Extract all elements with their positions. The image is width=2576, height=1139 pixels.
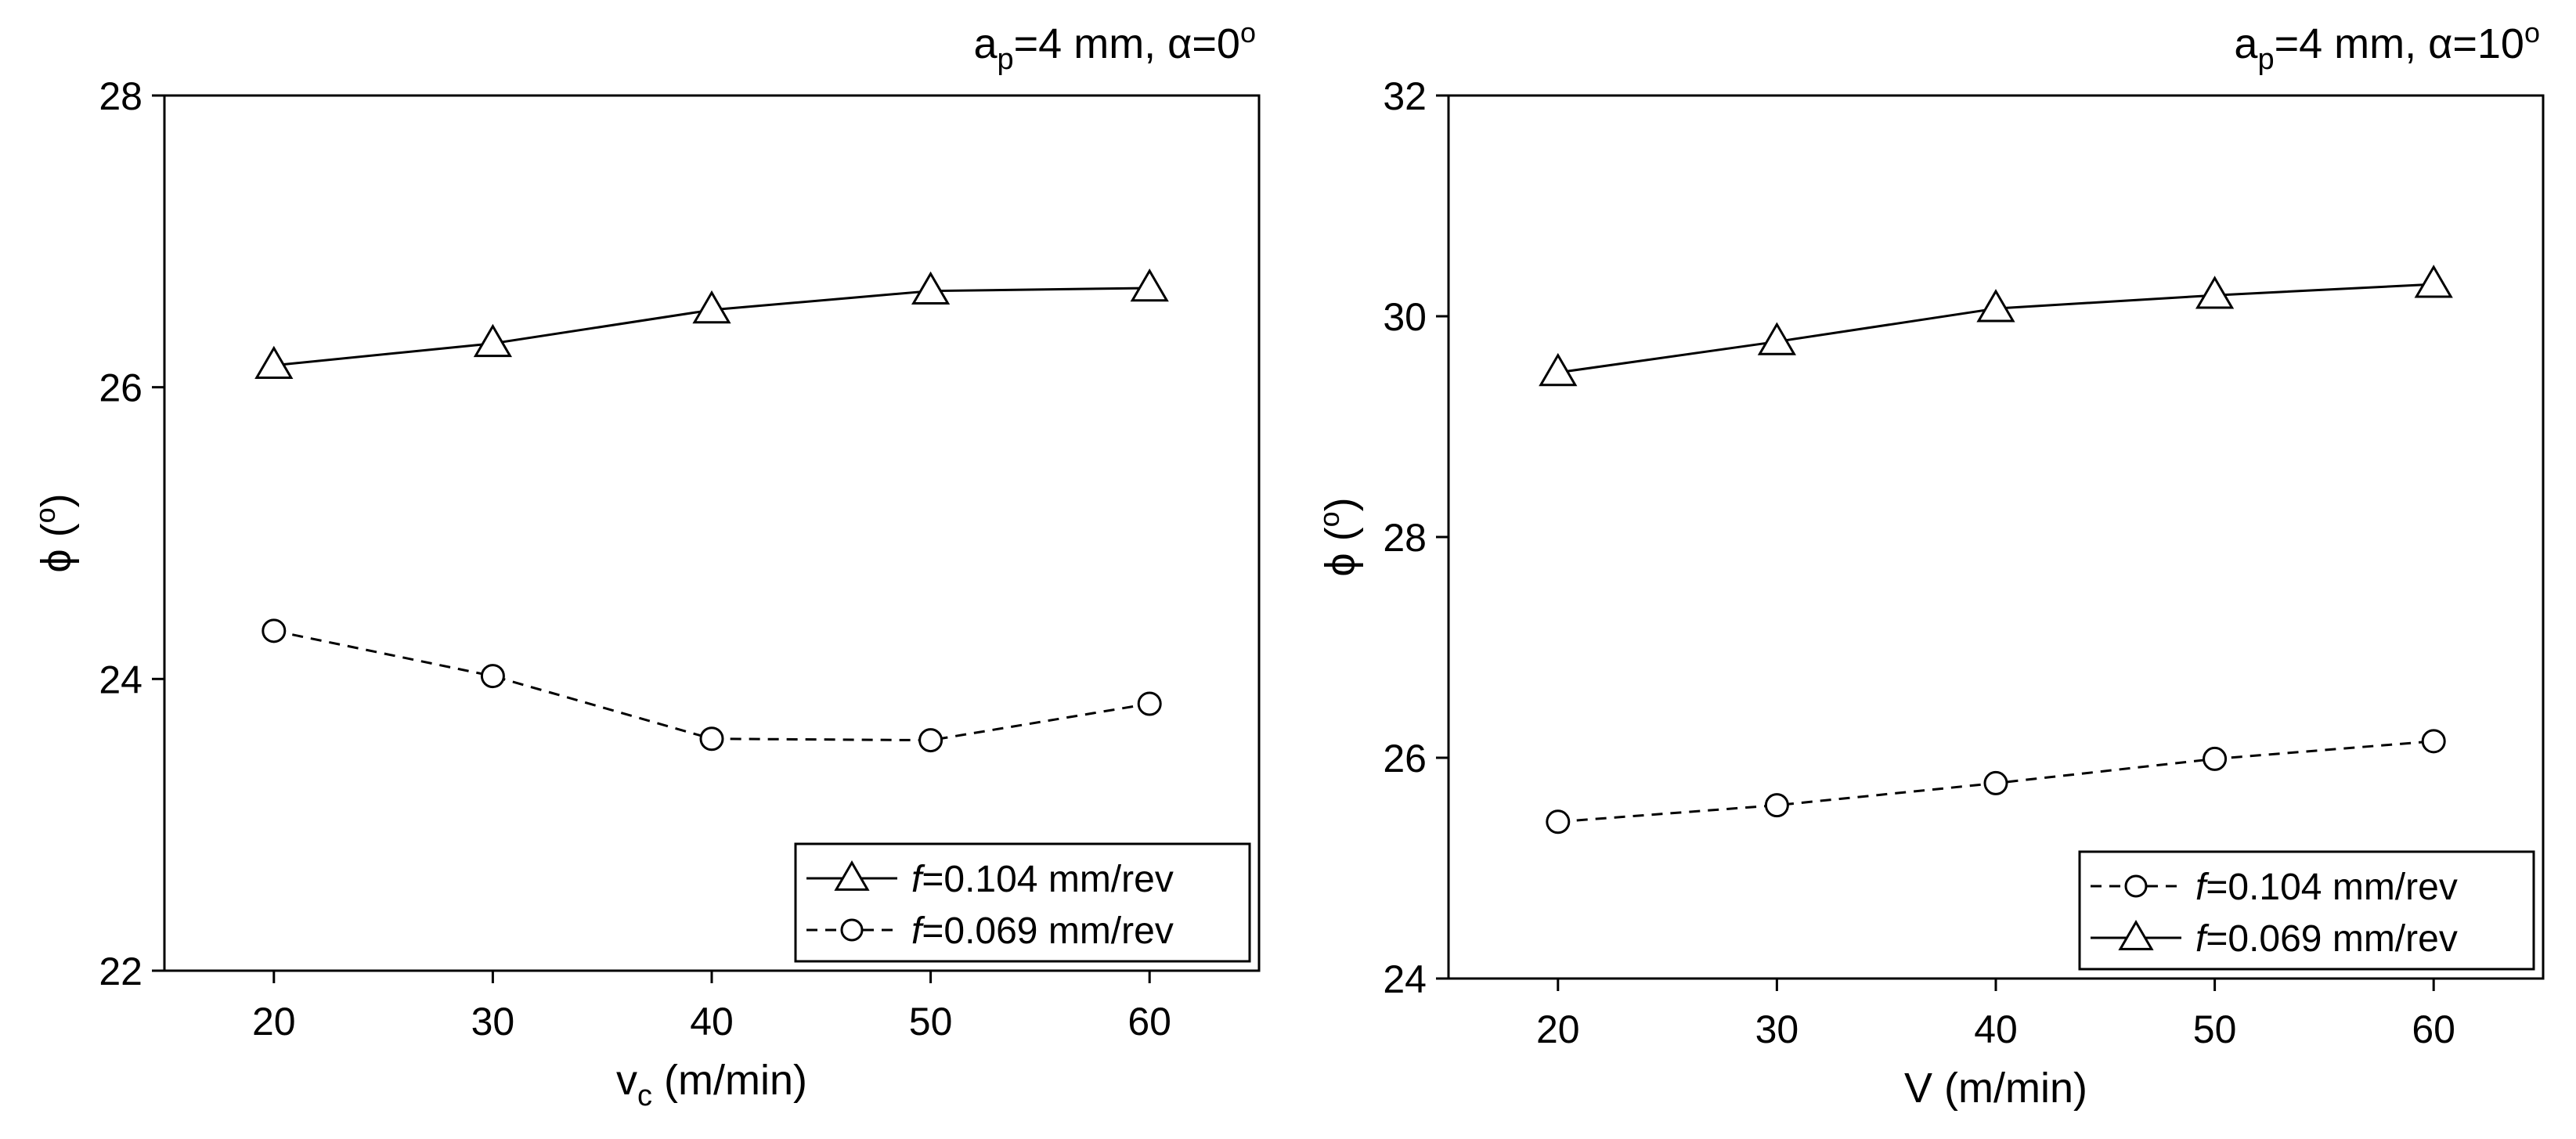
y-tick-label: 30 <box>1383 295 1427 339</box>
triangle-marker <box>2195 276 2235 309</box>
circle-marker <box>1764 793 1789 818</box>
y-tick-label: 24 <box>99 658 143 701</box>
y-tick-label: 32 <box>1383 74 1427 118</box>
legend-label: f=0.069 mm/rev <box>911 910 1174 952</box>
plot-title: ap=4 mm, α=0o <box>973 16 1256 76</box>
x-axis-title: vc (m/min) <box>616 1057 807 1112</box>
x-tick-label: 20 <box>1536 1007 1580 1051</box>
x-tick-label: 60 <box>2412 1007 2455 1051</box>
circle-marker <box>2421 729 2446 754</box>
legend-triangle-marker <box>2118 920 2154 950</box>
x-tick-label: 30 <box>471 1000 515 1043</box>
triangle-marker <box>1976 289 2015 323</box>
circle-marker <box>1137 691 1162 716</box>
series-1 <box>1539 265 2453 387</box>
triangle-marker <box>1757 322 1797 355</box>
y-tick-label: 26 <box>99 366 143 410</box>
x-tick-label: 40 <box>1974 1007 2018 1051</box>
legend-label: f=0.104 mm/rev <box>911 859 1174 900</box>
legend-circle-marker <box>2124 874 2148 898</box>
x-tick-label: 40 <box>690 1000 734 1043</box>
x-tick-label: 50 <box>2193 1007 2237 1051</box>
triangle-marker <box>911 271 951 305</box>
legend-box <box>2078 850 2535 971</box>
y-axis-title: ϕ (o) <box>29 493 80 572</box>
circle-marker <box>918 728 943 753</box>
plot-title: ap=4 mm, α=10o <box>2234 16 2540 76</box>
circle-marker <box>699 726 724 752</box>
chart-left: 20 30 40 50 60 22 24 26 28 vc (m/min) ϕ (o) ap=4 mm… <box>29 16 1261 1112</box>
triangle-marker <box>692 290 731 324</box>
y-tick-label: 28 <box>1383 516 1427 560</box>
y-axis-title: ϕ (o) <box>1313 497 1364 576</box>
triangle-marker <box>2414 265 2453 298</box>
legend-box <box>794 842 1251 963</box>
y-tick-label: 24 <box>1383 957 1427 1001</box>
triangle-marker <box>1130 268 1169 302</box>
x-tick-label: 20 <box>252 1000 296 1043</box>
triangle-marker <box>473 323 513 358</box>
chart-right: 20 30 40 50 60 24 26 28 30 32 V (m/min) ϕ (o) ap=4 m… <box>1313 16 2545 1112</box>
series-0 <box>254 268 1169 380</box>
legend-triangle-marker <box>834 860 870 891</box>
circle-marker <box>1546 809 1571 834</box>
circle-marker <box>2203 746 2228 771</box>
x-tick-label: 60 <box>1127 1000 1171 1043</box>
series-0 <box>1546 729 2446 834</box>
triangle-marker <box>254 345 294 380</box>
triangle-marker <box>1539 352 1578 387</box>
series-line <box>273 629 1150 742</box>
legend-label: f=0.104 mm/rev <box>2195 867 2458 908</box>
circle-marker <box>262 618 287 643</box>
circle-marker <box>1983 770 2008 795</box>
x-tick-label: 50 <box>909 1000 953 1043</box>
legend-circle-marker <box>840 918 864 942</box>
series-1 <box>262 618 1162 753</box>
plot-frame <box>163 94 1261 972</box>
circle-marker <box>480 664 505 689</box>
x-axis-title: V (m/min) <box>1904 1065 2087 1112</box>
legend-label: f=0.069 mm/rev <box>2195 918 2458 960</box>
legend: f=0.104 mm/rev f=0.069 mm/rev <box>2078 850 2535 971</box>
y-tick-label: 28 <box>99 74 143 118</box>
plot-frame <box>1447 94 2545 980</box>
y-tick-label: 22 <box>99 950 143 993</box>
y-tick-label: 26 <box>1383 737 1427 780</box>
legend: f=0.104 mm/rev f=0.069 mm/rev <box>794 842 1251 963</box>
x-tick-label: 30 <box>1755 1007 1799 1051</box>
